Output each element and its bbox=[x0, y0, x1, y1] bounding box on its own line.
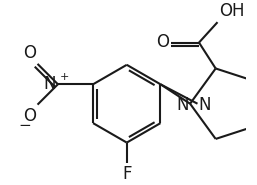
Text: −: − bbox=[18, 118, 31, 133]
Text: N: N bbox=[43, 75, 56, 93]
Text: O: O bbox=[23, 44, 36, 62]
Text: O: O bbox=[156, 33, 169, 51]
Text: OH: OH bbox=[219, 2, 245, 20]
Text: N: N bbox=[198, 96, 211, 114]
Text: F: F bbox=[122, 165, 132, 183]
Text: O: O bbox=[23, 107, 36, 125]
Text: +: + bbox=[60, 72, 69, 82]
Text: N: N bbox=[177, 96, 189, 114]
